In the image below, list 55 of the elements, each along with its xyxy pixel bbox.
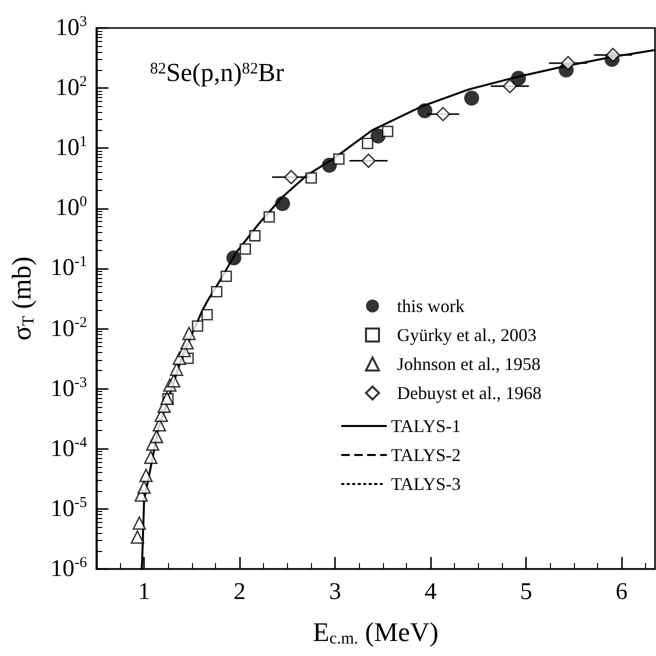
legend-label: Gyürky et al., 2003 [397, 325, 536, 345]
point [436, 106, 450, 122]
point [263, 211, 275, 223]
y-tick-label: 10$^{-4}$ [50, 434, 87, 462]
y-axis-title: σT (mb) [6, 256, 38, 341]
x-tick-label: 6 [616, 579, 628, 606]
point [333, 153, 345, 165]
point [201, 309, 213, 320]
point [382, 126, 394, 138]
y-tick-label: 10$^{2}$ [56, 74, 87, 102]
point [502, 78, 518, 94]
point [220, 270, 232, 282]
point [306, 172, 317, 184]
point [510, 70, 526, 86]
x-tick-label: 5 [520, 579, 532, 606]
point [284, 170, 298, 184]
point [170, 362, 184, 376]
point [192, 320, 204, 332]
point [560, 56, 576, 70]
y-tick-label: 10$^{3}$ [56, 14, 87, 41]
point [144, 450, 158, 464]
y-tick-label: 10$^{-6}$ [50, 555, 87, 582]
legend-label: TALYS-1 [391, 416, 461, 436]
point [361, 154, 376, 168]
legend-label: TALYS-3 [391, 474, 461, 494]
point [182, 326, 196, 340]
y-tick-label: 10$^{0}$ [56, 194, 87, 222]
x-tick-label: 1 [138, 579, 150, 606]
x-tick-label: 4 [424, 579, 437, 606]
y-tick-label: 10$^{-3}$ [50, 374, 87, 402]
point [275, 196, 290, 212]
point [132, 516, 146, 530]
point [139, 468, 153, 482]
y-tick-label: 10$^{-5}$ [50, 494, 87, 522]
point [130, 530, 144, 544]
point [464, 90, 480, 106]
y-tick-label: 10$^{1}$ [56, 134, 87, 162]
point [137, 480, 151, 494]
x-tick-label: 3 [329, 579, 342, 606]
point [240, 243, 252, 255]
x-tick-label: 2 [234, 579, 246, 606]
legend-label: TALYS-2 [391, 445, 461, 465]
legend-label: this work [397, 296, 464, 316]
point [362, 138, 374, 150]
point [226, 250, 242, 266]
point [167, 374, 180, 388]
legend-label: Debuyst et al., 1968 [397, 383, 542, 403]
y-tick-label: 10$^{-2}$ [50, 314, 87, 342]
legend-label: Johnson et al., 1958 [397, 354, 540, 374]
y-tick-label: 10$^{-1}$ [50, 254, 87, 282]
point [150, 430, 164, 444]
point [249, 230, 261, 242]
point [210, 286, 222, 298]
point [606, 48, 620, 62]
point [417, 103, 432, 118]
